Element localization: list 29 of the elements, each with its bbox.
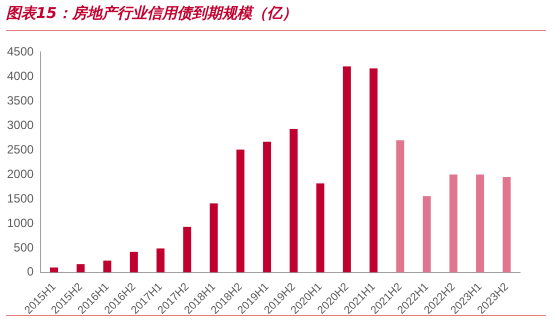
y-tick-label: 4500 (6, 44, 34, 59)
bar (290, 129, 298, 272)
bar (210, 203, 218, 272)
y-tick-label: 2500 (6, 142, 34, 156)
bar (422, 196, 431, 272)
y-tick-label: 500 (14, 240, 34, 254)
bar (476, 174, 484, 272)
y-tick-label: 4000 (6, 68, 34, 83)
bar (156, 248, 165, 272)
y-tick-label: 1500 (6, 191, 34, 206)
y-tick-label: 3000 (6, 118, 34, 132)
y-tick-label: 2000 (6, 166, 34, 181)
bar (130, 252, 138, 272)
y-tick-label: 1000 (6, 216, 34, 230)
bar (449, 174, 458, 272)
bar (263, 142, 272, 272)
bar (370, 68, 378, 272)
bar (316, 183, 324, 272)
bar (183, 226, 192, 272)
bar (236, 150, 244, 272)
bar (76, 264, 85, 272)
bar (50, 268, 58, 272)
bar (103, 260, 112, 272)
bar (502, 176, 511, 272)
bar (396, 140, 404, 272)
chart-title: 图表15：房地产行业信用债到期规模（亿） (6, 4, 297, 23)
y-tick-label: 3500 (6, 93, 34, 108)
bar (342, 66, 351, 272)
y-tick-label: 0 (27, 264, 34, 279)
